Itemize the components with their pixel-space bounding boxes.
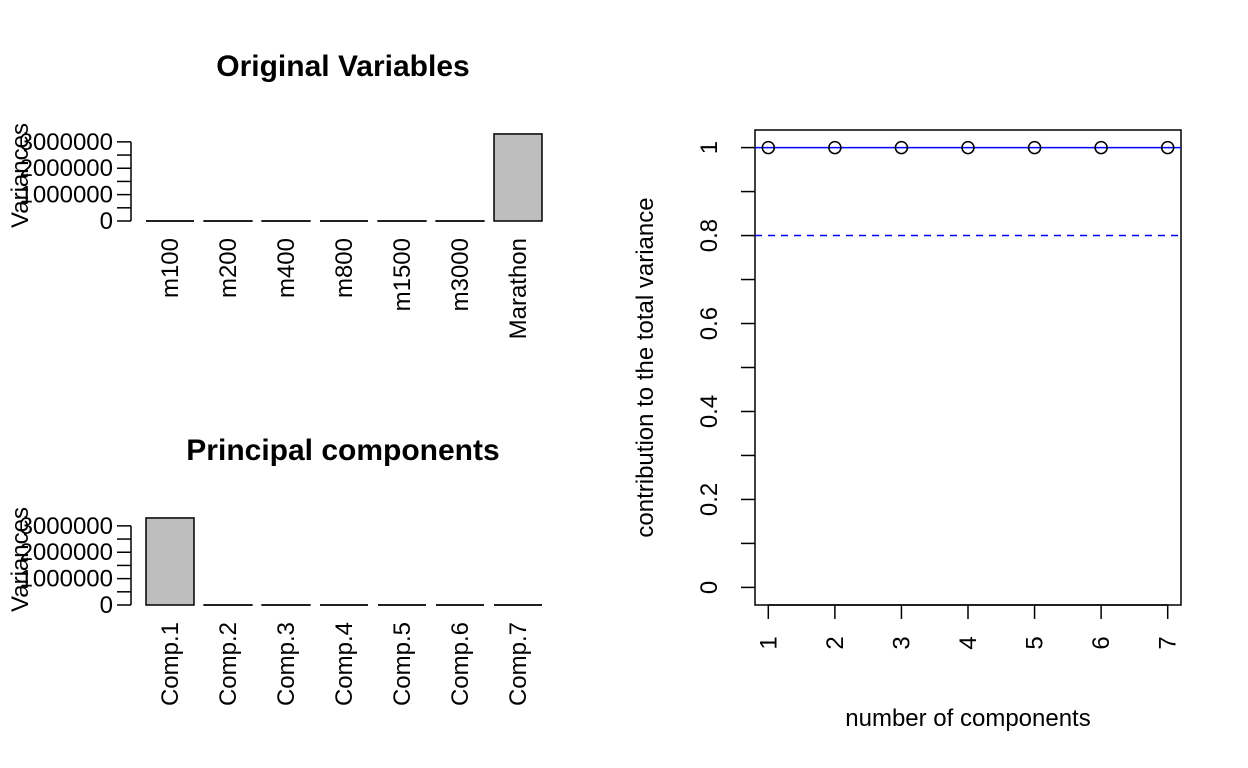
y-axis-label: Variances [7,507,34,612]
x-tick-label: Comp.7 [505,622,532,706]
x-tick-label: Comp.1 [157,622,184,706]
data-point [828,140,842,155]
x-axis-label: number of components [845,705,1090,732]
data-point [761,140,776,155]
x-tick-label: 6 [1088,636,1115,649]
x-tick-label: Comp.5 [389,622,416,706]
x-tick-label: 3 [888,636,915,649]
chart-title: Principal components [186,434,499,467]
data-point [1027,140,1042,155]
y-tick-label: 1 [696,141,723,154]
x-tick-label: Comp.4 [331,622,358,706]
data-point [1160,140,1175,155]
bar-chart-0: Original Variables 0100000020000003000000… [7,50,543,339]
x-tick-label: 7 [1155,636,1182,649]
data-point [961,140,975,155]
y-axis-label: Variances [7,123,34,228]
y-tick-label: 0.4 [696,395,723,428]
x-tick-label: m3000 [447,238,474,311]
y-tick-label: 0.6 [696,307,723,340]
y-tick-label: 0.8 [696,219,723,252]
y-tick-label: 0 [696,581,723,594]
y-tick-label: 0 [100,592,113,619]
x-tick-label: Comp.2 [215,622,242,706]
x-tick-label: Comp.6 [447,622,474,706]
x-tick-label: 5 [1022,636,1049,649]
x-tick-label: m800 [331,238,358,298]
x-tick-label: 1 [755,636,782,649]
chart-title: Original Variables [216,50,469,83]
data-point [1094,140,1108,155]
y-tick-label: 1000000 [20,182,113,209]
x-tick-label: m1500 [389,238,416,311]
y-tick-label: 2000000 [20,155,113,182]
x-tick-label: m200 [215,238,242,298]
plot-frame [754,129,1182,606]
y-axis-label: contribution to the total variance [632,197,659,537]
y-tick-label: 2000000 [20,539,113,566]
data-point [894,140,909,155]
y-tick-label: 0.2 [696,483,723,516]
x-tick-label: m400 [273,238,300,298]
x-tick-label: Marathon [505,238,532,339]
x-tick-label: 2 [822,636,849,649]
bar [493,133,543,222]
y-tick-label: 3000000 [20,129,113,156]
y-tick-label: 0 [100,208,113,235]
x-tick-label: 4 [955,636,982,649]
y-tick-label: 1000000 [20,566,113,593]
line-chart: 0 0.2 0.4 0.6 0.8 1 1 2 3 4 5 6 7 number of component… [632,129,1182,732]
x-tick-label: Comp.3 [273,622,300,706]
y-tick-label: 3000000 [20,513,113,540]
bar-chart-1: Principal components 01000000200000030000… [7,434,543,706]
x-tick-label: m100 [157,238,184,298]
bar [145,517,195,606]
